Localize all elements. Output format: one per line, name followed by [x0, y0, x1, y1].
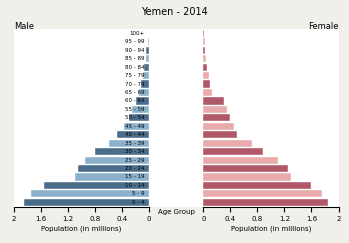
X-axis label: Age Group: Age Group — [158, 209, 195, 215]
Bar — [203, 80, 210, 88]
Bar — [109, 140, 149, 147]
Bar — [31, 190, 149, 198]
Bar — [203, 140, 252, 147]
Bar — [139, 89, 149, 96]
Bar — [146, 55, 149, 62]
Bar — [203, 64, 207, 71]
Bar — [129, 114, 149, 122]
Bar — [203, 106, 227, 113]
Bar — [203, 123, 234, 130]
Bar — [203, 190, 322, 198]
Bar — [136, 97, 149, 104]
Bar — [117, 131, 149, 138]
Bar — [203, 72, 209, 79]
Bar — [124, 123, 149, 130]
Bar — [24, 199, 149, 206]
Bar — [85, 156, 149, 164]
Bar — [143, 72, 149, 79]
Bar — [203, 114, 230, 122]
Bar — [44, 182, 149, 189]
Text: Yemen - 2014: Yemen - 2014 — [141, 7, 208, 17]
Bar — [203, 199, 328, 206]
Bar — [148, 38, 149, 45]
Bar — [203, 165, 288, 172]
Bar — [78, 165, 149, 172]
Text: Male: Male — [14, 22, 34, 31]
X-axis label: Population (in millions): Population (in millions) — [231, 225, 311, 232]
Bar — [203, 131, 237, 138]
Bar — [141, 80, 149, 88]
Bar — [95, 148, 149, 155]
Bar — [144, 64, 149, 71]
Bar — [203, 97, 224, 104]
Bar — [203, 38, 205, 45]
Bar — [203, 47, 205, 54]
Bar — [203, 30, 204, 37]
X-axis label: Population (in millions): Population (in millions) — [42, 225, 122, 232]
Bar — [147, 47, 149, 54]
Bar — [132, 106, 149, 113]
Bar — [203, 55, 206, 62]
Bar — [75, 174, 149, 181]
Bar — [203, 174, 291, 181]
Bar — [203, 89, 212, 96]
Text: Female: Female — [308, 22, 339, 31]
Bar — [203, 182, 311, 189]
Bar — [203, 156, 278, 164]
Bar — [203, 148, 263, 155]
